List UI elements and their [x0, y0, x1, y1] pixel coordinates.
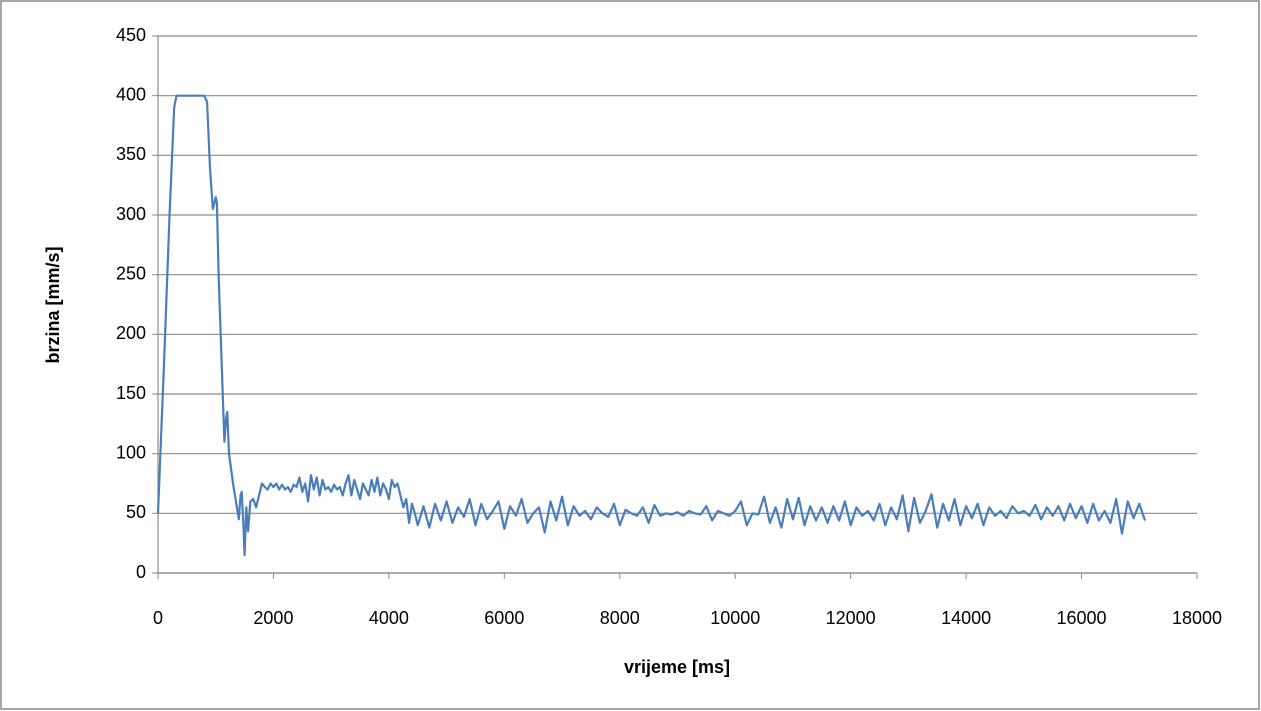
x-tick-label: 10000: [710, 608, 760, 628]
x-tick-label: 4000: [369, 608, 409, 628]
y-tick-label: 350: [116, 144, 146, 164]
x-tick-label: 12000: [826, 608, 876, 628]
x-tick-label: 18000: [1172, 608, 1222, 628]
y-tick-label: 0: [136, 562, 146, 582]
y-tick-label: 150: [116, 383, 146, 403]
x-tick-label: 6000: [484, 608, 524, 628]
y-axis-label: brzina [mm/s]: [43, 246, 63, 363]
x-tick-label: 2000: [253, 608, 293, 628]
x-tick-label: 14000: [941, 608, 991, 628]
y-tick-label: 50: [126, 502, 146, 522]
line-series: [156, 94, 1147, 557]
y-tick-label: 400: [116, 84, 146, 104]
x-tick-label: 0: [153, 608, 163, 628]
y-tick-label: 200: [116, 323, 146, 343]
x-tick-label: 16000: [1057, 608, 1107, 628]
y-tick-label: 450: [116, 25, 146, 45]
y-tick-label: 100: [116, 442, 146, 462]
x-axis-label: vrijeme [ms]: [624, 657, 730, 677]
y-tick-label: 300: [116, 204, 146, 224]
y-tick-label: 250: [116, 263, 146, 283]
x-tick-label: 8000: [600, 608, 640, 628]
